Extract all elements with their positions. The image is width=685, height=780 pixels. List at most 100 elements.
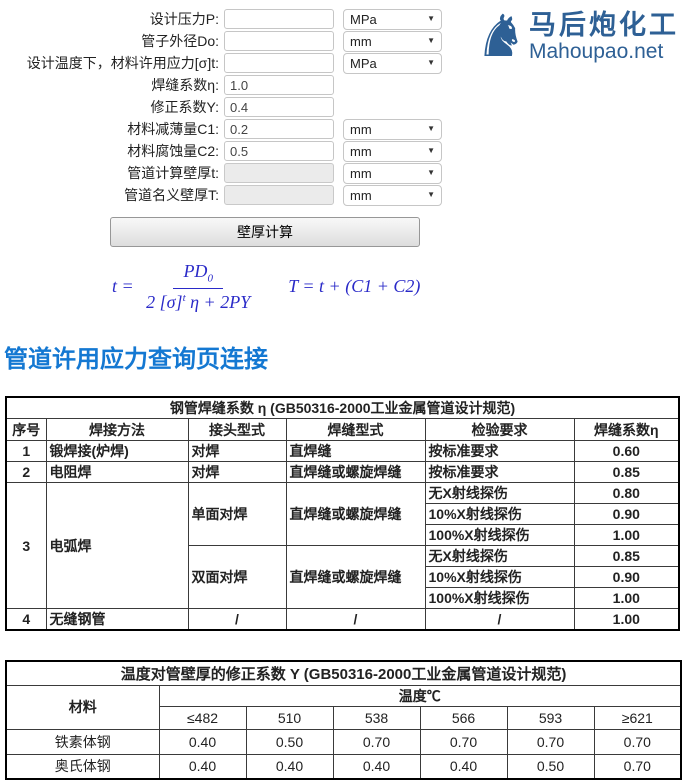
table-row: 2 电阻焊 对焊 直焊缝或螺旋焊缝 按标准要求 0.85 [5, 461, 680, 484]
table-header-cell: 焊缝系数η [573, 418, 680, 442]
nominal-wall-thickness-unit-select[interactable]: mm [343, 184, 442, 206]
table-cell: 直焊缝 [285, 440, 426, 463]
table-row: 100%X射线探伤 1.00 [6, 587, 680, 610]
material-cell: 奥氏体钢 [5, 753, 160, 780]
pipe-outer-diameter-label: 管子外径Do: [141, 33, 219, 49]
brand-name-cn: 马后炮化工 [529, 10, 679, 40]
formula-numerator: PD0 [173, 261, 223, 289]
corrosion-allowance-c2-label: 材料腐蚀量C2: [127, 143, 219, 159]
formula-denominator: 2 [σ]t η + 2PY [142, 289, 254, 313]
table-cell: 10%X射线探伤 [424, 503, 575, 526]
formula-fraction: PD0 2 [σ]t η + 2PY [142, 261, 254, 313]
nominal-wall-thickness-unit-select-wrap: mm ▼ [343, 184, 442, 206]
calculated-wall-thickness-label: 管道计算壁厚t: [127, 165, 219, 181]
logo-text: 马后炮化工 Mahoupao.net [529, 10, 679, 64]
calculated-wall-thickness-unit-select-wrap: mm ▼ [343, 162, 442, 184]
allowable-stress-unit-select-wrap: MPa ▼ [343, 52, 442, 74]
thinning-allowance-c1-label: 材料减薄量C1: [127, 121, 219, 137]
temperature-header-cell: 温度℃ [158, 684, 682, 707]
table-cell: 无缝钢管 [45, 608, 189, 631]
design-pressure-label: 设计压力P: [149, 11, 219, 27]
weld-coefficient-table: 钢管焊缝系数 η (GB50316-2000工业金属管道设计规范) 序号 焊接方法接… [5, 395, 681, 632]
form-rows: 设计压力P: MPa ▼ 管子外径Do: mm ▼ 设计温度下，材料许用应力[σ]t: MPa… [0, 8, 685, 206]
wall-thickness-formula: t = PD0 2 [σ]t η + 2PY T = t + (C1 + C2) [112, 261, 685, 313]
pipe-outer-diameter-unit-select[interactable]: mm [343, 30, 442, 52]
table-header-cell: 焊缝型式 [285, 418, 426, 442]
material-header-cell: 材料 [5, 684, 160, 730]
design-pressure-unit-select[interactable]: MPa [343, 8, 442, 30]
wall-thickness-calc-button[interactable]: 壁厚计算 [110, 217, 420, 247]
value-cell: 0.40 [245, 753, 334, 780]
corrosion-allowance-c2-unit-select-wrap: mm ▼ [343, 140, 442, 162]
table-cell: 直焊缝或螺旋焊缝 [285, 482, 426, 547]
material-cell: 铁素体钢 [5, 728, 160, 755]
temperature-cell: 593 [506, 705, 595, 730]
calculator-form: 设计压力P: MPa ▼ 管子外径Do: mm ▼ 设计温度下，材料许用应力[σ]t: MPa… [0, 4, 685, 313]
corrosion-allowance-c2-unit-select[interactable]: mm [343, 140, 442, 162]
table-header-row: 材料 温度℃ [5, 684, 682, 730]
table-row: 10%X射线探伤 0.90 [6, 566, 680, 589]
temperature-values-row: ≤482 510 538 566 593 ≥621 [6, 705, 682, 730]
allowable-stress-label: 设计温度下，材料许用应力[σ]t: [26, 55, 219, 71]
formula-den-sup: t [182, 291, 186, 304]
table-header-cell: 接头型式 [187, 418, 287, 442]
y-correction-table: 温度对管壁厚的修正系数 Y (GB50316-2000工业金属管道设计规范) 材料… [5, 660, 683, 780]
table-row: 1 锻焊接(炉焊) 对焊 直焊缝 按标准要求 0.60 [5, 440, 680, 463]
horse-icon: ♞ [475, 4, 527, 69]
table-cell: 电阻焊 [45, 461, 189, 484]
value-cell: 0.70 [506, 728, 595, 755]
table-cell: 100%X射线探伤 [424, 524, 575, 547]
formula-den-b: η + 2PY [185, 291, 251, 312]
calculated-wall-thickness-unit-select[interactable]: mm [343, 162, 442, 184]
table-title: 钢管焊缝系数 η (GB50316-2000工业金属管道设计规范) [5, 396, 680, 420]
value-cell: 0.70 [332, 728, 421, 755]
formula-den-a: 2 [σ] [146, 291, 183, 312]
design-pressure-input[interactable] [224, 9, 334, 29]
table-cell: / [424, 608, 575, 631]
value-cell: 0.40 [419, 753, 508, 780]
calculated-wall-thickness-input [224, 163, 334, 183]
table-cell: / [187, 608, 287, 631]
value-cell: 0.70 [419, 728, 508, 755]
formula-numerator-sub: 0 [207, 272, 213, 285]
value-cell: 0.50 [506, 753, 595, 780]
value-cell: 0.40 [332, 753, 421, 780]
value-cell: 0.40 [158, 728, 247, 755]
corrosion-allowance-c2-input[interactable] [224, 141, 334, 161]
table-header-cell: 焊接方法 [45, 418, 189, 442]
table-cell: 按标准要求 [424, 461, 575, 484]
table-title-row: 温度对管壁厚的修正系数 Y (GB50316-2000工业金属管道设计规范) [5, 660, 682, 686]
nominal-wall-thickness-row: 管道名义壁厚T: mm ▼ [0, 184, 685, 206]
formula-lhs: t [112, 276, 118, 297]
table-row: 4 无缝钢管 / //1.00 [5, 608, 680, 631]
table-header-cell: 序号 [5, 418, 47, 442]
correction-factor-y-input[interactable] [224, 97, 334, 117]
weld-coefficient-input[interactable] [224, 75, 334, 95]
weld-coefficient-row: 焊缝系数η: [0, 74, 685, 96]
table-cell: 直焊缝或螺旋焊缝 [285, 461, 426, 484]
allowable-stress-input[interactable] [224, 53, 334, 73]
table-row: 奥氏体钢 0.40 0.40 0.40 0.40 0.50 0.70 [5, 753, 682, 780]
allowable-stress-row: 设计温度下，材料许用应力[σ]t: MPa ▼ [0, 52, 685, 74]
table-cell: 2 [5, 461, 47, 484]
table-header-cell: 检验要求 [424, 418, 575, 442]
allowable-stress-unit-select[interactable]: MPa [343, 52, 442, 74]
nominal-thickness-formula: T = t + (C1 + C2) [288, 276, 421, 297]
table-cell: 对焊 [187, 440, 287, 463]
allowable-stress-lookup-link[interactable]: 管道许用应力查询页连接 [4, 345, 268, 373]
table-cell: 1.00 [573, 608, 680, 631]
table-cell: / [285, 608, 426, 631]
thinning-allowance-c1-unit-select[interactable]: mm [343, 118, 442, 140]
table-cell: 3 [5, 482, 47, 610]
thinning-allowance-c1-input[interactable] [224, 119, 334, 139]
temperature-cell: 510 [245, 705, 334, 730]
formula-equals: = [117, 276, 139, 297]
brand-name-en: Mahoupao.net [529, 40, 664, 63]
temperature-cell: ≥621 [593, 705, 682, 730]
pipe-outer-diameter-input[interactable] [224, 31, 334, 51]
temperature-cell: 566 [419, 705, 508, 730]
design-pressure-unit-select-wrap: MPa ▼ [343, 8, 442, 30]
site-logo[interactable]: ♞ 马后炮化工 Mahoupao.net [475, 4, 679, 69]
table-cell: 单面对焊 [187, 482, 287, 547]
